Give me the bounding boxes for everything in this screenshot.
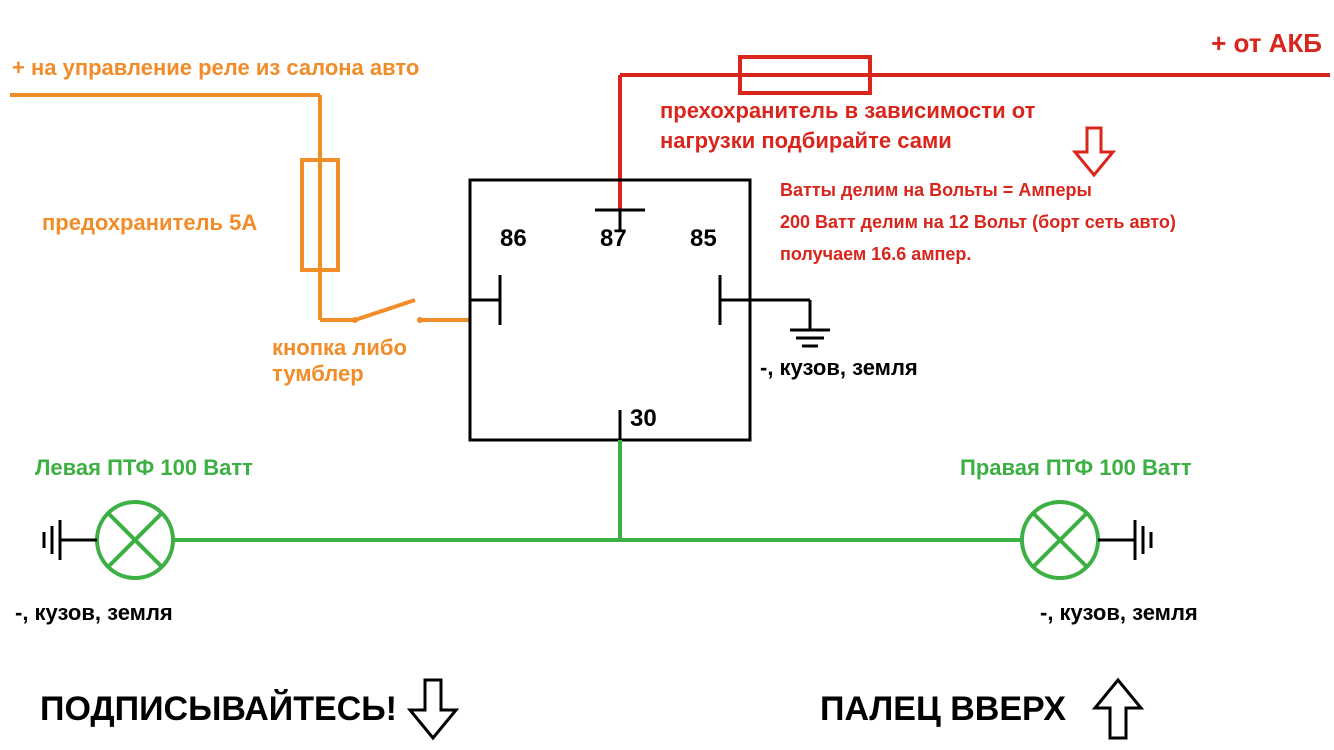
left-lamp-label: Левая ПТФ 100 Ватт xyxy=(35,455,253,481)
ground-left-lamp-label: -, кузов, земля xyxy=(15,600,173,626)
fuse5a-label: предохранитель 5А xyxy=(42,210,257,236)
pin-87: 87 xyxy=(600,225,627,253)
arrow-up-thumbs xyxy=(1095,680,1141,738)
calc-3: получаем 16.6 ампер. xyxy=(780,244,971,265)
right-lamp-label: Правая ПТФ 100 Ватт xyxy=(960,455,1192,481)
switch-label: кнопка либо тумблер xyxy=(272,335,407,387)
pin-86: 86 xyxy=(500,225,527,253)
fuse-note-2: нагрузки подбирайте сами xyxy=(660,128,952,154)
subscribe-label: ПОДПИСЫВАЙТЕСЬ! xyxy=(40,690,397,729)
green-output-wire xyxy=(173,440,1022,540)
right-lamp xyxy=(1022,502,1151,578)
ground-85 xyxy=(750,300,830,346)
arrow-down-red xyxy=(1075,128,1113,175)
arrow-down-subscribe xyxy=(410,680,456,738)
ground-right-lamp-label: -, кузов, земля xyxy=(1040,600,1198,626)
control-plus-label: + на управление реле из салона авто xyxy=(12,55,419,81)
thumbs-up-label: ПАЛЕЦ ВВЕРХ xyxy=(820,690,1066,729)
calc-2: 200 Ватт делим на 12 Вольт (борт сеть ав… xyxy=(780,212,1176,233)
pin-85: 85 xyxy=(690,225,717,253)
left-lamp xyxy=(44,502,173,578)
calc-1: Ватты делим на Вольты = Амперы xyxy=(780,180,1092,201)
relay-box xyxy=(470,180,750,440)
fuse-note-1: прехохранитель в зависимости от xyxy=(660,98,1035,124)
battery-plus-label: + от АКБ xyxy=(1211,28,1322,59)
ground-85-label: -, кузов, земля xyxy=(760,355,918,381)
orange-control-wire xyxy=(10,95,470,323)
pin-30: 30 xyxy=(630,405,657,433)
